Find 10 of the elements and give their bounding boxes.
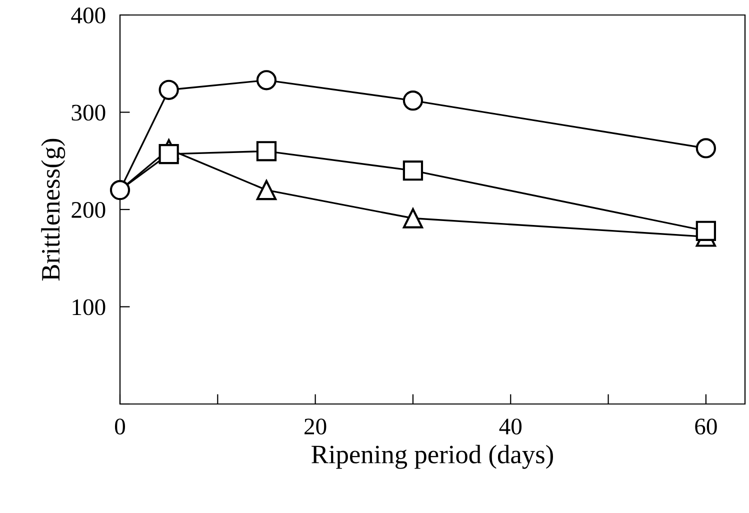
y-tick-label: 100 — [72, 299, 106, 316]
y-tick-label: 300 — [72, 104, 106, 121]
x-axis-title: Ripening period (days) — [312, 444, 553, 469]
y-tick-label: 400 — [71, 7, 106, 24]
y-tick-label: 200 — [72, 202, 106, 218]
x-tick-label: 60 — [695, 418, 717, 435]
x-tick-label: 40 — [499, 418, 522, 435]
x-tick-label: 20 — [304, 418, 326, 435]
x-tick-label: 0 — [114, 418, 126, 435]
y-axis-title: Brittleness(g) — [41, 138, 66, 281]
